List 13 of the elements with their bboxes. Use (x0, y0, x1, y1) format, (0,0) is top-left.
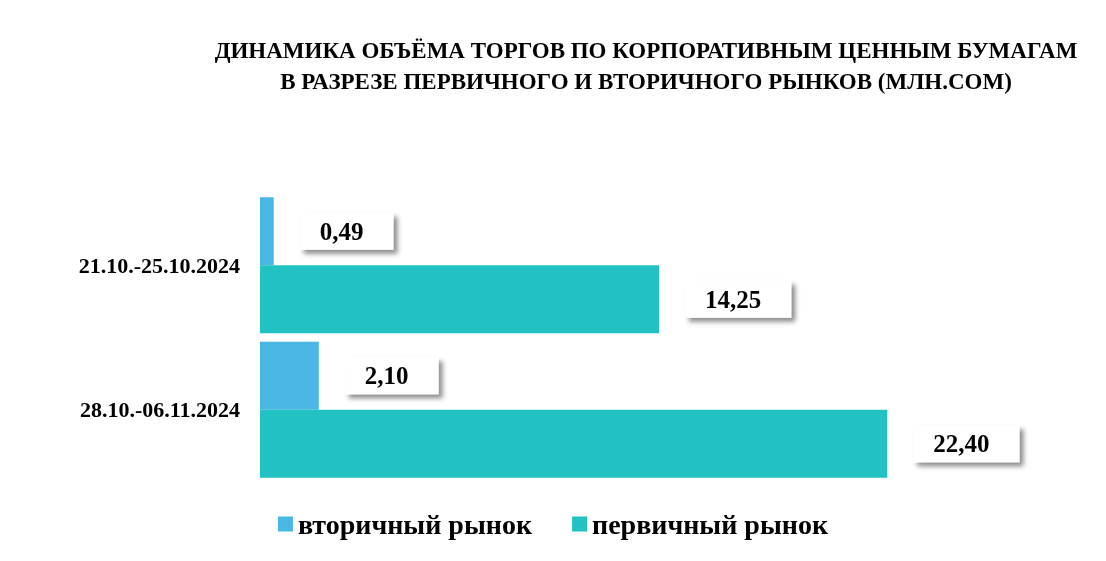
chart-title: ДИНАМИКА ОБЪЁМА ТОРГОВ ПО КОРПОРАТИВНЫМ ЦЕННЫМ БУМАГАМ В РАЗРЕЗЕ ПЕРВИЧНОГО И ВТОРИЧНОГО РЫНКОВ (МЛН.СОМ) (214, 38, 1078, 94)
bar (260, 409, 888, 478)
data-label: 0,49 (319, 217, 364, 245)
bar (260, 341, 319, 410)
legend-label: вторичный рынок (297, 508, 533, 540)
data-label: 14,25 (705, 285, 762, 313)
y-tick-label: 21.10.-25.10.2024 (78, 252, 240, 278)
bar (260, 197, 274, 266)
data-label: 2,10 (364, 362, 409, 390)
y-tick-label: 28.10.-06.11.2024 (79, 397, 240, 423)
data-label: 22,40 (933, 430, 990, 458)
bar (260, 265, 659, 334)
legend-label: первичный рынок (592, 508, 829, 540)
